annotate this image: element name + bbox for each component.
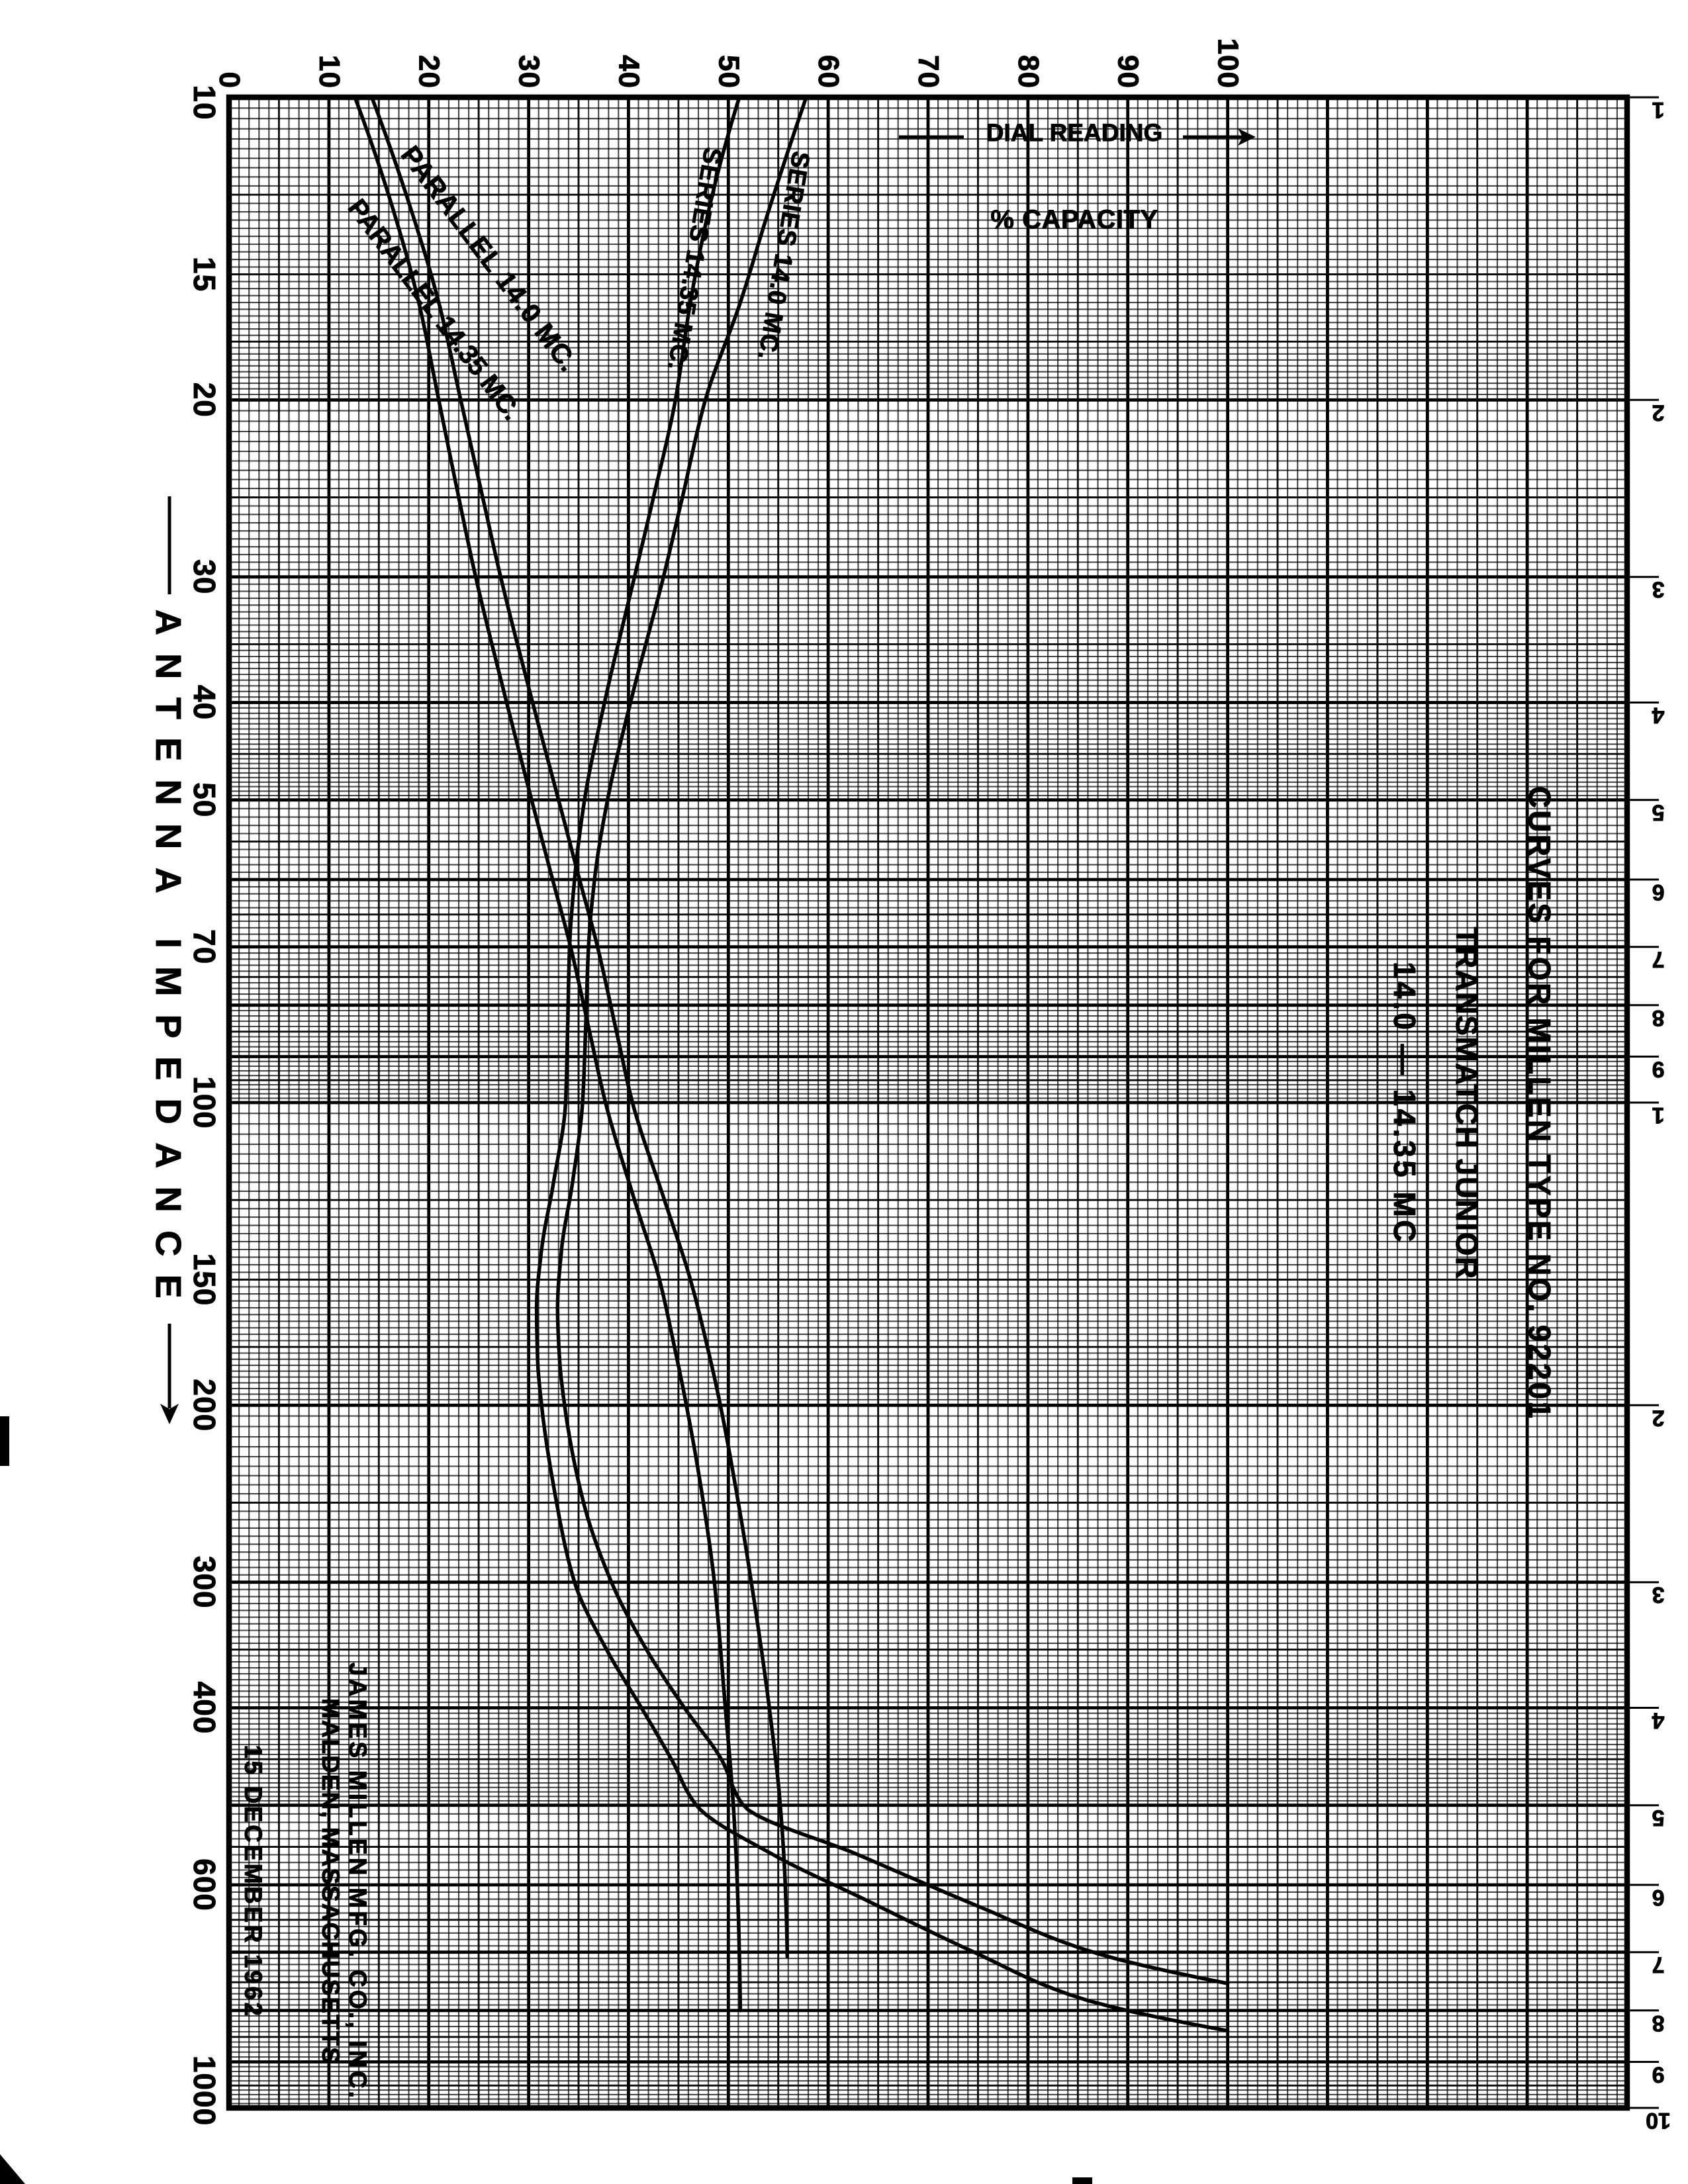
svg-text:1: 1 <box>1652 1103 1665 1128</box>
svg-text:4: 4 <box>1652 1708 1664 1733</box>
svg-text:10: 10 <box>1646 2108 1671 2133</box>
svg-text:1: 1 <box>1652 97 1665 122</box>
svg-text:5: 5 <box>1652 800 1665 825</box>
svg-text:2: 2 <box>1652 400 1665 425</box>
svg-text:1000: 1000 <box>187 2056 222 2126</box>
svg-text:30: 30 <box>187 559 222 594</box>
svg-text:100: 100 <box>187 1076 222 1129</box>
svg-text:40: 40 <box>187 685 222 720</box>
svg-text:CURVES FOR MILLEN TYPE NO. 922: CURVES FOR MILLEN TYPE NO. 92201 <box>1523 786 1557 1421</box>
svg-text:14.0 — 14.35 MC: 14.0 — 14.35 MC <box>1387 962 1422 1245</box>
svg-text:MALDEN, MASSACHUSETTS: MALDEN, MASSACHUSETTS <box>317 1698 344 2065</box>
svg-text:5: 5 <box>1652 1805 1665 1831</box>
svg-text:50: 50 <box>712 55 745 89</box>
svg-text:0: 0 <box>213 72 246 89</box>
svg-text:70: 70 <box>187 929 222 964</box>
svg-text:TRANSMATCH JUNIOR: TRANSMATCH JUNIOR <box>1450 927 1484 1279</box>
svg-text:70: 70 <box>912 55 945 89</box>
svg-text:9: 9 <box>1652 1057 1665 1082</box>
svg-text:DIAL READING: DIAL READING <box>986 119 1163 146</box>
svg-text:50: 50 <box>187 782 222 817</box>
svg-text:JAMES MILLEN MFG. CO., INC.: JAMES MILLEN MFG. CO., INC. <box>344 1662 371 2101</box>
svg-text:2: 2 <box>1652 1405 1665 1430</box>
svg-text:300: 300 <box>187 1556 222 1609</box>
svg-text:% CAPACITY: % CAPACITY <box>990 205 1158 234</box>
svg-text:10: 10 <box>187 85 222 120</box>
svg-text:90: 90 <box>1112 55 1145 89</box>
svg-text:40: 40 <box>612 55 645 89</box>
svg-text:200: 200 <box>187 1379 222 1432</box>
svg-text:600: 600 <box>187 1858 222 1911</box>
svg-text:9: 9 <box>1652 2062 1665 2087</box>
svg-text:8: 8 <box>1652 1005 1665 1030</box>
svg-text:3: 3 <box>1652 1582 1665 1608</box>
svg-text:150: 150 <box>187 1253 222 1306</box>
svg-text:20: 20 <box>187 383 222 418</box>
svg-text:ANTENNA IMPEDANCE: ANTENNA IMPEDANCE <box>148 610 188 1317</box>
svg-text:400: 400 <box>187 1682 222 1735</box>
svg-text:20: 20 <box>413 55 445 89</box>
svg-text:30: 30 <box>513 55 545 89</box>
svg-text:7: 7 <box>1652 947 1665 972</box>
svg-text:15: 15 <box>187 257 222 292</box>
svg-text:10: 10 <box>313 55 346 89</box>
svg-text:7: 7 <box>1652 1952 1665 1978</box>
svg-text:15 DECEMBER 1962: 15 DECEMBER 1962 <box>240 1745 267 2018</box>
svg-text:6: 6 <box>1652 880 1665 905</box>
svg-text:60: 60 <box>812 55 845 89</box>
svg-text:8: 8 <box>1652 2011 1665 2036</box>
svg-text:6: 6 <box>1652 1885 1665 1910</box>
svg-text:4: 4 <box>1652 703 1664 728</box>
svg-text:80: 80 <box>1012 55 1045 89</box>
svg-text:100: 100 <box>1212 38 1244 89</box>
svg-text:3: 3 <box>1652 577 1665 602</box>
